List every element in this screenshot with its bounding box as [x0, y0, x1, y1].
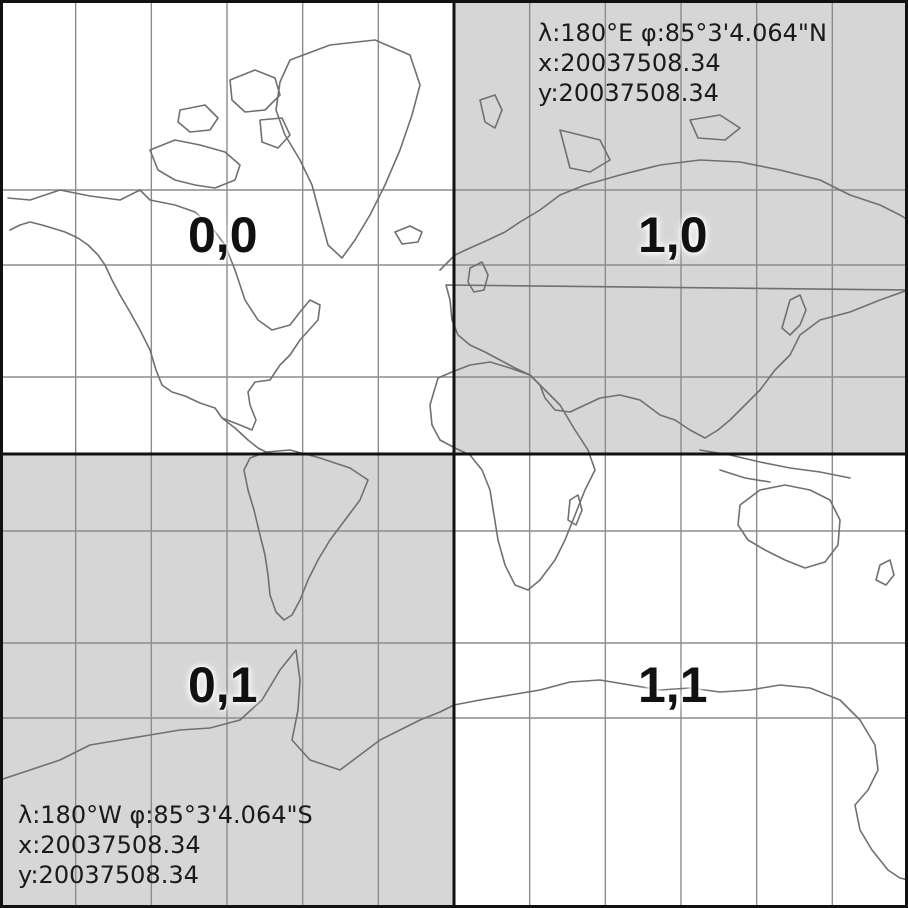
tile-label-0-1: 0,1	[188, 657, 258, 713]
tile-label-1-0: 1,0	[638, 207, 708, 263]
coastline-north-america	[7, 189, 321, 431]
coastline-arctic-eurasia	[479, 94, 741, 173]
coastline-madagascar	[567, 494, 583, 526]
corner-coordinates-top-right: λ:180°E φ:85°3'4.064"N x:20037508.34 y:2…	[538, 18, 827, 108]
coastline-japan	[781, 294, 807, 336]
tile-label-0-0: 0,0	[188, 207, 258, 263]
corner-y: y:20037508.34	[18, 861, 199, 889]
corner-y: y:20037508.34	[538, 79, 719, 107]
coastline-iceland	[394, 225, 423, 245]
tile-label-1-1: 1,1	[638, 657, 708, 713]
corner-x: x:20037508.34	[538, 49, 721, 77]
corner-lonlat: λ:180°W φ:85°3'4.064"S	[18, 801, 313, 829]
coastline-arctic-islands	[149, 69, 291, 189]
coastline-great-britain	[467, 261, 489, 293]
coastlines	[0, 39, 908, 881]
coastline-australia	[737, 484, 841, 569]
coastline-antarctica	[0, 649, 908, 881]
corner-lonlat: λ:180°E φ:85°3'4.064"N	[538, 19, 827, 47]
coastline-central-america	[221, 417, 267, 453]
coastline-south-america	[243, 449, 369, 621]
coastline-greenland	[275, 39, 421, 259]
coastline-new-zealand	[875, 559, 895, 586]
corner-coordinates-bottom-left: λ:180°W φ:85°3'4.064"S x:20037508.34 y:2…	[18, 800, 313, 890]
corner-x: x:20037508.34	[18, 831, 201, 859]
coastline-eurasia	[439, 159, 908, 439]
